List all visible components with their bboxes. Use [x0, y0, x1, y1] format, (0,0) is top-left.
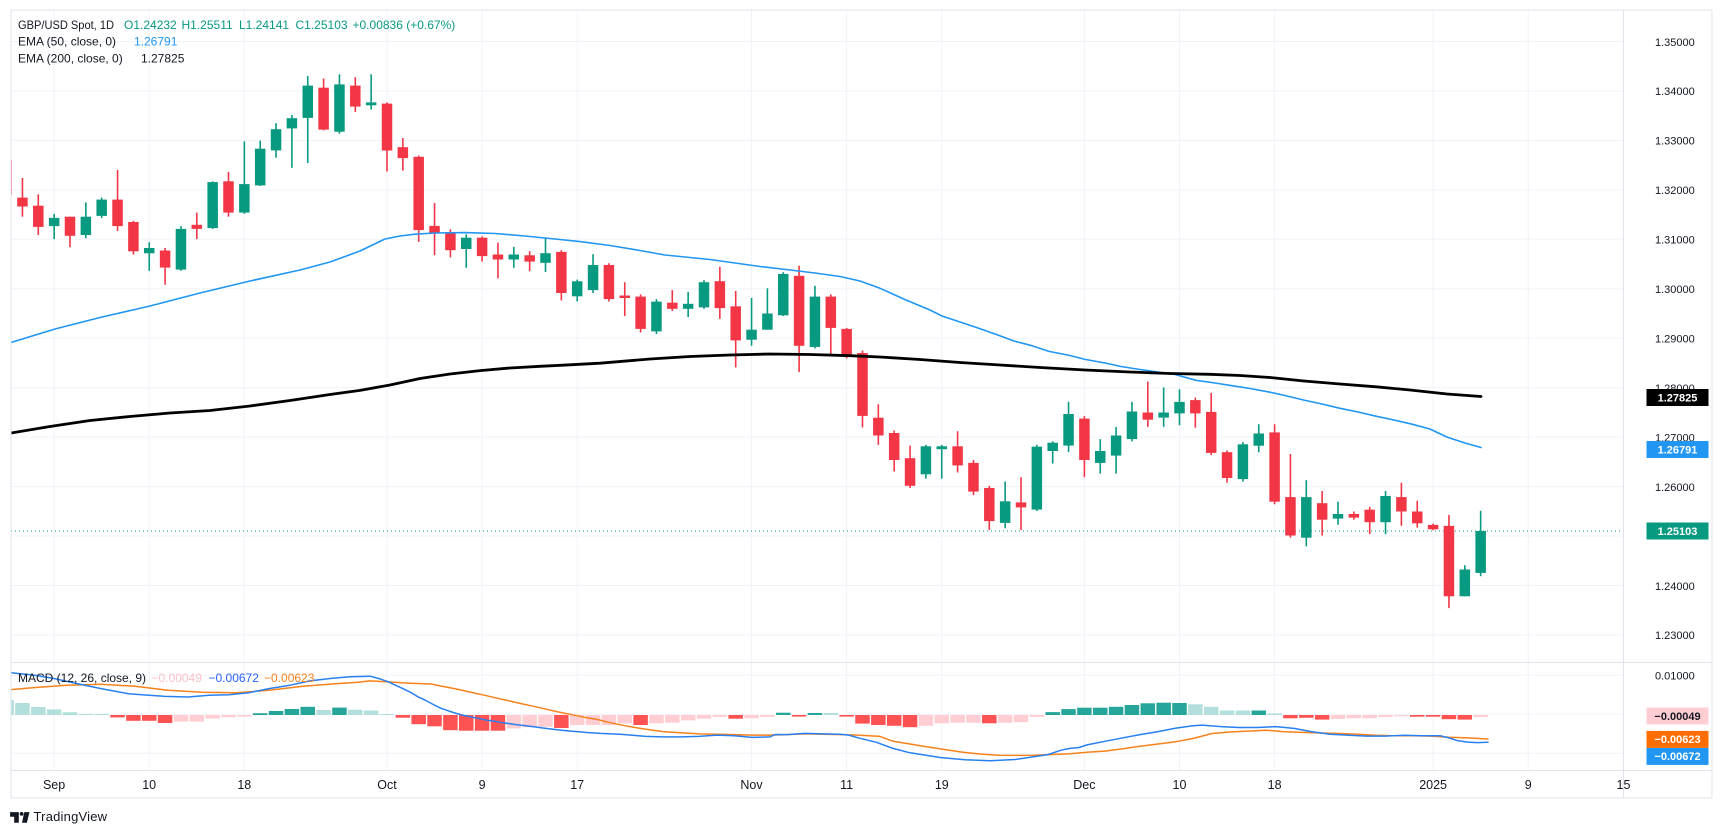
- svg-text:15: 15: [1617, 778, 1631, 792]
- svg-text:10: 10: [142, 778, 156, 792]
- svg-text:1.27825: 1.27825: [1658, 392, 1698, 404]
- svg-text:Oct: Oct: [377, 778, 397, 792]
- svg-text:9: 9: [1525, 778, 1532, 792]
- svg-text:1.29000: 1.29000: [1655, 334, 1695, 346]
- svg-text:TradingView: TradingView: [34, 809, 108, 824]
- svg-text:2025: 2025: [1419, 778, 1447, 792]
- svg-text:18: 18: [1268, 778, 1282, 792]
- svg-text:1.24000: 1.24000: [1655, 581, 1695, 593]
- svg-text:10: 10: [1173, 778, 1187, 792]
- svg-text:Nov: Nov: [740, 778, 763, 792]
- svg-text:1.32000: 1.32000: [1655, 185, 1695, 197]
- svg-text:9: 9: [479, 778, 486, 792]
- svg-text:EMA (200, close, 0)1.27825: EMA (200, close, 0) 1.27825: [18, 52, 185, 66]
- svg-text:19: 19: [935, 778, 949, 792]
- svg-text:EMA (50, close, 0)1.26791: EMA (50, close, 0) 1.26791: [18, 35, 178, 49]
- svg-text:1.34000: 1.34000: [1655, 86, 1695, 98]
- svg-text:0.01000: 0.01000: [1655, 671, 1695, 683]
- svg-text:18: 18: [237, 778, 251, 792]
- svg-text:−0.00672: −0.00672: [1654, 751, 1700, 763]
- svg-text:−0.00623: −0.00623: [1654, 734, 1700, 746]
- svg-text:1.26791: 1.26791: [1658, 444, 1698, 456]
- svg-text:1.23000: 1.23000: [1655, 630, 1695, 642]
- svg-text:MACD (12, 26, close, 9)−0.0004: MACD (12, 26, close, 9) −0.00049 −0.00672−…: [18, 671, 315, 685]
- svg-text:1.33000: 1.33000: [1655, 136, 1695, 148]
- svg-text:Sep: Sep: [43, 778, 65, 792]
- svg-text:1.25103: 1.25103: [1658, 526, 1698, 538]
- svg-text:1.30000: 1.30000: [1655, 284, 1695, 296]
- svg-text:1.26000: 1.26000: [1655, 482, 1695, 494]
- svg-text:1.31000: 1.31000: [1655, 235, 1695, 247]
- svg-text:Dec: Dec: [1073, 778, 1095, 792]
- svg-text:11: 11: [840, 778, 853, 792]
- svg-text:1.35000: 1.35000: [1655, 37, 1695, 49]
- svg-text:−0.00049: −0.00049: [1654, 711, 1700, 723]
- svg-text:17: 17: [570, 778, 584, 792]
